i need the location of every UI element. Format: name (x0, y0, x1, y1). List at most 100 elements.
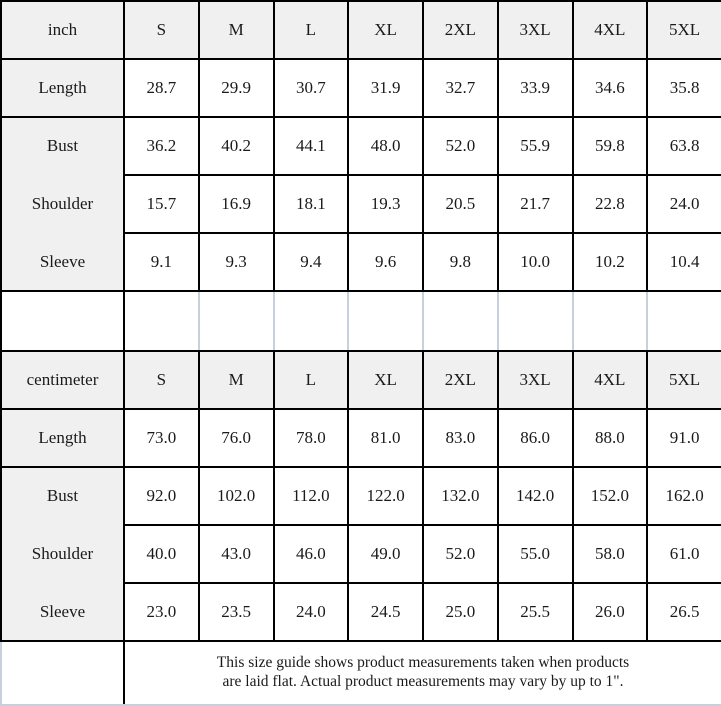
spacer-cell-xl (347, 290, 424, 352)
inch-shoulder-2xl: 20.5 (422, 174, 499, 234)
cm-sleeve-3xl: 25.5 (496, 582, 574, 642)
inch-shoulder-5xl: 24.0 (646, 174, 721, 234)
cm-bust-m: 102.0 (197, 466, 275, 526)
inch-sleeve-row: Sleeve 9.1 9.3 9.4 9.6 9.8 10.0 10.2 10.… (0, 232, 721, 292)
spacer-cell-4xl (571, 290, 649, 352)
cm-size-header-3xl: 3XL (496, 350, 574, 410)
spacer-cell-s (123, 290, 200, 352)
cm-shoulder-5xl: 61.0 (646, 524, 721, 584)
inch-shoulder-xl: 19.3 (347, 174, 424, 234)
inch-shoulder-l: 18.1 (272, 174, 350, 234)
cm-sleeve-5xl: 26.5 (646, 582, 721, 642)
inch-bust-5xl: 63.8 (646, 116, 721, 176)
cm-sleeve-4xl: 26.0 (571, 582, 649, 642)
inch-bust-s: 36.2 (123, 116, 200, 176)
cm-sleeve-s: 23.0 (123, 582, 200, 642)
inch-bust-label: Bust (0, 116, 125, 175)
footnote-line-1: This size guide shows product measuremen… (216, 654, 630, 672)
inch-bust-m: 40.2 (197, 116, 275, 176)
inch-length-3xl: 33.9 (496, 58, 574, 118)
cm-bust-5xl: 162.0 (646, 466, 721, 526)
cm-sleeve-l: 24.0 (272, 582, 350, 642)
inch-bust-4xl: 59.8 (571, 116, 649, 176)
inch-size-header-5xl: 5XL (646, 0, 721, 60)
inch-sleeve-l: 9.4 (272, 232, 350, 292)
cm-bust-2xl: 132.0 (422, 466, 499, 526)
inch-length-5xl: 35.8 (646, 58, 721, 118)
inch-sleeve-xl: 9.6 (347, 232, 424, 292)
inch-sleeve-s: 9.1 (123, 232, 200, 292)
inch-length-l: 30.7 (272, 58, 350, 118)
inch-bust-2xl: 52.0 (422, 116, 499, 176)
inch-size-header-s: S (123, 0, 200, 60)
cm-size-header-s: S (123, 350, 200, 410)
cm-shoulder-s: 40.0 (123, 524, 200, 584)
spacer-cell-5xl (646, 290, 721, 352)
cm-header-row: centimeter S M L XL 2XL 3XL 4XL 5XL (0, 350, 721, 410)
inch-sleeve-4xl: 10.2 (571, 232, 649, 292)
cm-sleeve-label: Sleeve (0, 583, 125, 642)
cm-sleeve-xl: 24.5 (347, 582, 424, 642)
inch-size-header-3xl: 3XL (496, 0, 574, 60)
cm-size-header-l: L (272, 350, 350, 410)
cm-bust-xl: 122.0 (347, 466, 424, 526)
inch-sleeve-label: Sleeve (0, 233, 125, 292)
inch-unit-label: inch (0, 0, 125, 60)
spacer-label-cell (0, 290, 125, 352)
footnote-empty-cell (0, 640, 125, 706)
cm-bust-l: 112.0 (272, 466, 350, 526)
inch-header-row: inch S M L XL 2XL 3XL 4XL 5XL (0, 0, 721, 60)
cm-bust-s: 92.0 (123, 466, 200, 526)
cm-length-5xl: 91.0 (646, 408, 721, 468)
inch-bust-l: 44.1 (272, 116, 350, 176)
spacer-cell-3xl (496, 290, 574, 352)
cm-length-label: Length (0, 408, 125, 468)
inch-shoulder-m: 16.9 (197, 174, 275, 234)
footnote-row: This size guide shows product measuremen… (0, 640, 721, 706)
inch-shoulder-label: Shoulder (0, 175, 125, 233)
spacer-cell-m (197, 290, 275, 352)
cm-length-row: Length 73.0 76.0 78.0 81.0 83.0 86.0 88.… (0, 408, 721, 468)
cm-length-3xl: 86.0 (496, 408, 574, 468)
cm-bust-label: Bust (0, 466, 125, 525)
inch-size-header-4xl: 4XL (571, 0, 649, 60)
inch-size-header-m: M (197, 0, 275, 60)
inch-sleeve-3xl: 10.0 (496, 232, 574, 292)
cm-bust-row: Bust 92.0 102.0 112.0 122.0 132.0 142.0 … (0, 466, 721, 526)
cm-shoulder-xl: 49.0 (347, 524, 424, 584)
cm-shoulder-label: Shoulder (0, 525, 125, 583)
inch-bust-xl: 48.0 (347, 116, 424, 176)
cm-length-l: 78.0 (272, 408, 350, 468)
inch-length-s: 28.7 (123, 58, 200, 118)
cm-unit-label: centimeter (0, 350, 125, 410)
footnote-line-2: are laid flat. Actual product measuremen… (222, 673, 624, 690)
cm-bust-4xl: 152.0 (571, 466, 649, 526)
cm-length-4xl: 88.0 (571, 408, 649, 468)
cm-shoulder-3xl: 55.0 (496, 524, 574, 584)
inch-size-header-l: L (272, 0, 350, 60)
cm-shoulder-2xl: 52.0 (422, 524, 499, 584)
inch-sleeve-m: 9.3 (197, 232, 275, 292)
cm-bust-3xl: 142.0 (496, 466, 574, 526)
inch-sleeve-5xl: 10.4 (646, 232, 721, 292)
cm-size-header-xl: XL (347, 350, 424, 410)
inch-bust-3xl: 55.9 (496, 116, 574, 176)
cm-length-xl: 81.0 (347, 408, 424, 468)
inch-size-header-xl: XL (347, 0, 424, 60)
cm-sleeve-row: Sleeve 23.0 23.5 24.0 24.5 25.0 25.5 26.… (0, 582, 721, 642)
cm-length-m: 76.0 (197, 408, 275, 468)
spacer-cell-2xl (422, 290, 499, 352)
inch-length-row: Length 28.7 29.9 30.7 31.9 32.7 33.9 34.… (0, 58, 721, 118)
inch-length-2xl: 32.7 (422, 58, 499, 118)
inch-bust-row: Bust 36.2 40.2 44.1 48.0 52.0 55.9 59.8 … (0, 116, 721, 176)
inch-sleeve-2xl: 9.8 (422, 232, 499, 292)
inch-length-xl: 31.9 (347, 58, 424, 118)
inch-length-m: 29.9 (197, 58, 275, 118)
cm-shoulder-l: 46.0 (272, 524, 350, 584)
cm-shoulder-m: 43.0 (197, 524, 275, 584)
cm-size-header-m: M (197, 350, 275, 410)
inch-length-label: Length (0, 58, 125, 118)
cm-size-header-2xl: 2XL (422, 350, 499, 410)
cm-sleeve-m: 23.5 (197, 582, 275, 642)
